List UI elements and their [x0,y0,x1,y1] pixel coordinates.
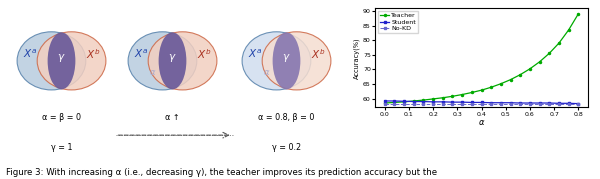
Text: $\alpha$: $\alpha$ [263,68,271,77]
Student [468,101,475,103]
Student [458,101,466,103]
Text: $X^b$: $X^b$ [86,47,101,61]
Student [439,101,446,103]
Ellipse shape [158,32,187,89]
Student [488,102,495,104]
Teacher [565,29,572,31]
X-axis label: $\alpha$: $\alpha$ [478,118,485,127]
No-KD [488,103,495,106]
Text: $X^a$: $X^a$ [248,48,262,61]
Student [545,102,553,104]
Student [400,100,407,102]
No-KD [449,103,456,106]
Teacher [458,93,466,96]
Teacher [517,74,524,76]
Text: α = β = 0: α = β = 0 [42,113,81,122]
No-KD [478,103,485,106]
Line: Teacher: Teacher [383,13,580,104]
Student [575,103,582,105]
Teacher [497,83,505,85]
Student [565,102,572,104]
Teacher [391,101,398,103]
Ellipse shape [148,32,217,90]
No-KD [556,103,563,106]
Ellipse shape [262,32,331,90]
Teacher [575,13,582,15]
Text: α = 0.8, β = 0: α = 0.8, β = 0 [259,113,314,122]
Student [526,102,533,104]
Text: γ = 1: γ = 1 [51,143,72,152]
No-KD [439,103,446,106]
Teacher [381,102,388,104]
Text: $X^a$: $X^a$ [23,48,37,61]
Teacher [468,91,475,94]
Text: $\gamma$: $\gamma$ [168,52,177,64]
No-KD [420,103,427,106]
Student [517,102,524,104]
Ellipse shape [37,32,106,90]
Text: Figure 3: With increasing α (i.e., decreasing γ), the teacher improves its predi: Figure 3: With increasing α (i.e., decre… [6,168,437,177]
Teacher [507,79,514,81]
Text: $\gamma$: $\gamma$ [57,52,66,64]
Ellipse shape [17,32,86,90]
Ellipse shape [242,32,311,90]
No-KD [565,103,572,106]
Teacher [488,86,495,88]
Teacher [439,97,446,99]
No-KD [517,103,524,106]
Text: γ = 0.2: γ = 0.2 [272,143,301,152]
No-KD [575,103,582,106]
Line: Student: Student [383,100,580,105]
No-KD [497,103,505,106]
Teacher [545,52,553,54]
Teacher [526,68,533,70]
Teacher [536,61,543,63]
Teacher [410,100,418,102]
Student [507,102,514,104]
Text: α ↑: α ↑ [165,113,180,122]
Teacher [556,42,563,44]
Student [478,101,485,103]
No-KD [410,103,418,106]
Text: $\gamma$: $\gamma$ [282,52,291,64]
Student [381,100,388,102]
Student [497,102,505,104]
Text: $X^b$: $X^b$ [311,47,326,61]
Ellipse shape [128,32,197,90]
Line: No-KD: No-KD [383,103,580,105]
Text: $X^b$: $X^b$ [197,47,212,61]
Legend: Teacher, Student, No-KD: Teacher, Student, No-KD [378,11,418,33]
No-KD [391,103,398,106]
No-KD [430,103,437,106]
No-KD [468,103,475,106]
No-KD [526,103,533,106]
Text: $X^a$: $X^a$ [134,48,148,61]
No-KD [536,103,543,106]
Student [430,101,437,103]
Student [536,102,543,104]
Ellipse shape [47,32,76,89]
Student [556,102,563,104]
Teacher [420,99,427,101]
Student [391,100,398,102]
Student [410,100,418,103]
Student [449,101,456,103]
Text: $\alpha$: $\alpha$ [149,68,157,77]
No-KD [381,103,388,106]
Teacher [478,89,485,91]
No-KD [545,103,553,106]
Student [420,100,427,103]
No-KD [458,103,466,106]
No-KD [400,103,407,106]
Teacher [400,101,407,103]
Teacher [449,95,456,97]
Ellipse shape [272,32,301,89]
Y-axis label: Accuracy(%): Accuracy(%) [353,37,360,79]
No-KD [507,103,514,106]
Teacher [430,98,437,100]
